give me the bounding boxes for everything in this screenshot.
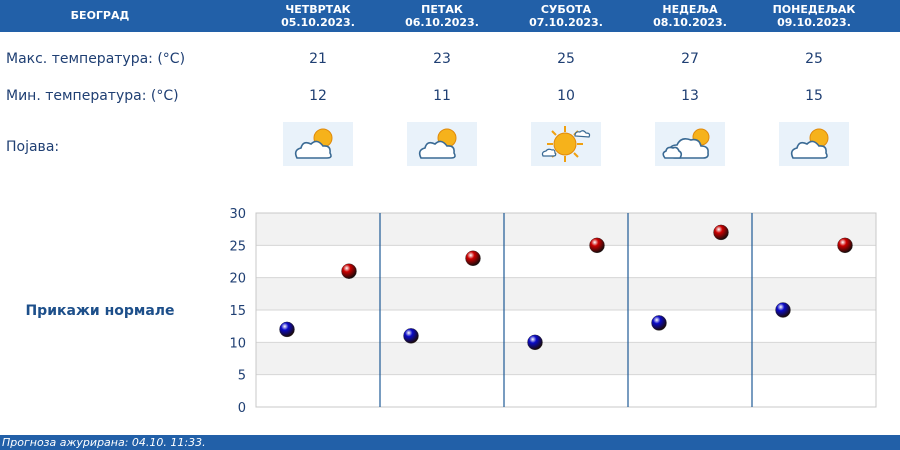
day-name: ПЕТАК	[421, 3, 463, 16]
min-temp-marker	[403, 328, 419, 344]
y-tick-label: 0	[238, 401, 246, 416]
day-date: 09.10.2023.	[777, 16, 851, 29]
grid-band	[256, 310, 876, 343]
day-name: ПОНЕДЕЉАК	[772, 3, 856, 16]
min-temp-value: 11	[433, 88, 451, 104]
min-temp-value: 13	[681, 88, 699, 104]
show-normals-link[interactable]: Прикажи нормале	[25, 303, 175, 319]
partly-cloudy-icon	[283, 122, 353, 166]
forecast-header: БЕОГРАД ЧЕТВРТАК 05.10.2023. ПЕТАК 06.10…	[0, 0, 900, 32]
last-updated-text: Прогноза ажурирана: 04.10. 11:33.	[2, 436, 206, 449]
day-header-2: ПЕТАК 06.10.2023.	[380, 3, 504, 29]
min-temp-value: 12	[309, 88, 327, 104]
partly-cloudy-icon	[779, 122, 849, 166]
day-date: 05.10.2023.	[281, 16, 355, 29]
temperature-chart: 0 5 10 15 20 25 30	[229, 207, 877, 416]
partly-cloudy-icon	[407, 122, 477, 166]
y-tick-label: 25	[229, 239, 246, 254]
y-tick-label: 10	[229, 336, 246, 351]
max-temp-value: 27	[681, 51, 699, 67]
mostly-sunny-icon	[531, 122, 601, 166]
min-temp-value: 10	[557, 88, 575, 104]
day-name: ЧЕТВРТАК	[285, 3, 351, 16]
min-temp-marker	[279, 321, 295, 338]
grid-band	[256, 374, 876, 407]
max-temp-value: 23	[433, 51, 451, 67]
min-temp-label: Мин. температура: (°C)	[6, 88, 179, 104]
grid-band	[256, 245, 876, 278]
min-temp-marker	[527, 334, 543, 351]
y-tick-label: 20	[229, 272, 246, 287]
cloudy-sun-icon	[655, 122, 725, 166]
grid-band	[256, 342, 876, 375]
day-date: 07.10.2023.	[529, 16, 603, 29]
day-header-1: ЧЕТВРТАК 05.10.2023.	[256, 3, 380, 29]
max-temp-marker	[465, 250, 481, 266]
max-temp-marker	[837, 237, 853, 254]
min-temp-marker	[651, 315, 667, 331]
day-date: 08.10.2023.	[653, 16, 727, 29]
plot-border	[255, 212, 877, 408]
max-temp-marker	[589, 237, 605, 254]
min-temp-marker	[775, 302, 791, 318]
min-temp-value: 15	[805, 88, 823, 104]
max-temp-value: 21	[309, 51, 327, 67]
grid-band	[256, 277, 876, 310]
max-temp-label: Макс. температура: (°C)	[6, 51, 186, 67]
day-header-3: СУБОТА 07.10.2023.	[504, 3, 628, 29]
phenomenon-label: Појава:	[6, 139, 60, 155]
day-header-4: НЕДЕЉА 08.10.2023.	[628, 3, 752, 29]
city-name: БЕОГРАД	[70, 9, 130, 22]
max-temp-marker	[713, 224, 729, 241]
day-name: НЕДЕЉА	[662, 3, 718, 16]
max-temp-marker	[341, 263, 357, 279]
y-tick-label: 30	[229, 207, 246, 222]
grid-band	[256, 213, 876, 246]
max-temp-value: 25	[557, 51, 575, 67]
y-tick-label: 15	[229, 304, 246, 319]
day-date: 06.10.2023.	[405, 16, 479, 29]
max-temp-value: 25	[805, 51, 823, 67]
y-tick-label: 5	[238, 369, 246, 384]
day-name: СУБОТА	[540, 3, 592, 16]
day-header-5: ПОНЕДЕЉАК 09.10.2023.	[752, 3, 876, 29]
footer-bar: Прогноза ажурирана: 04.10. 11:33.	[0, 435, 900, 450]
